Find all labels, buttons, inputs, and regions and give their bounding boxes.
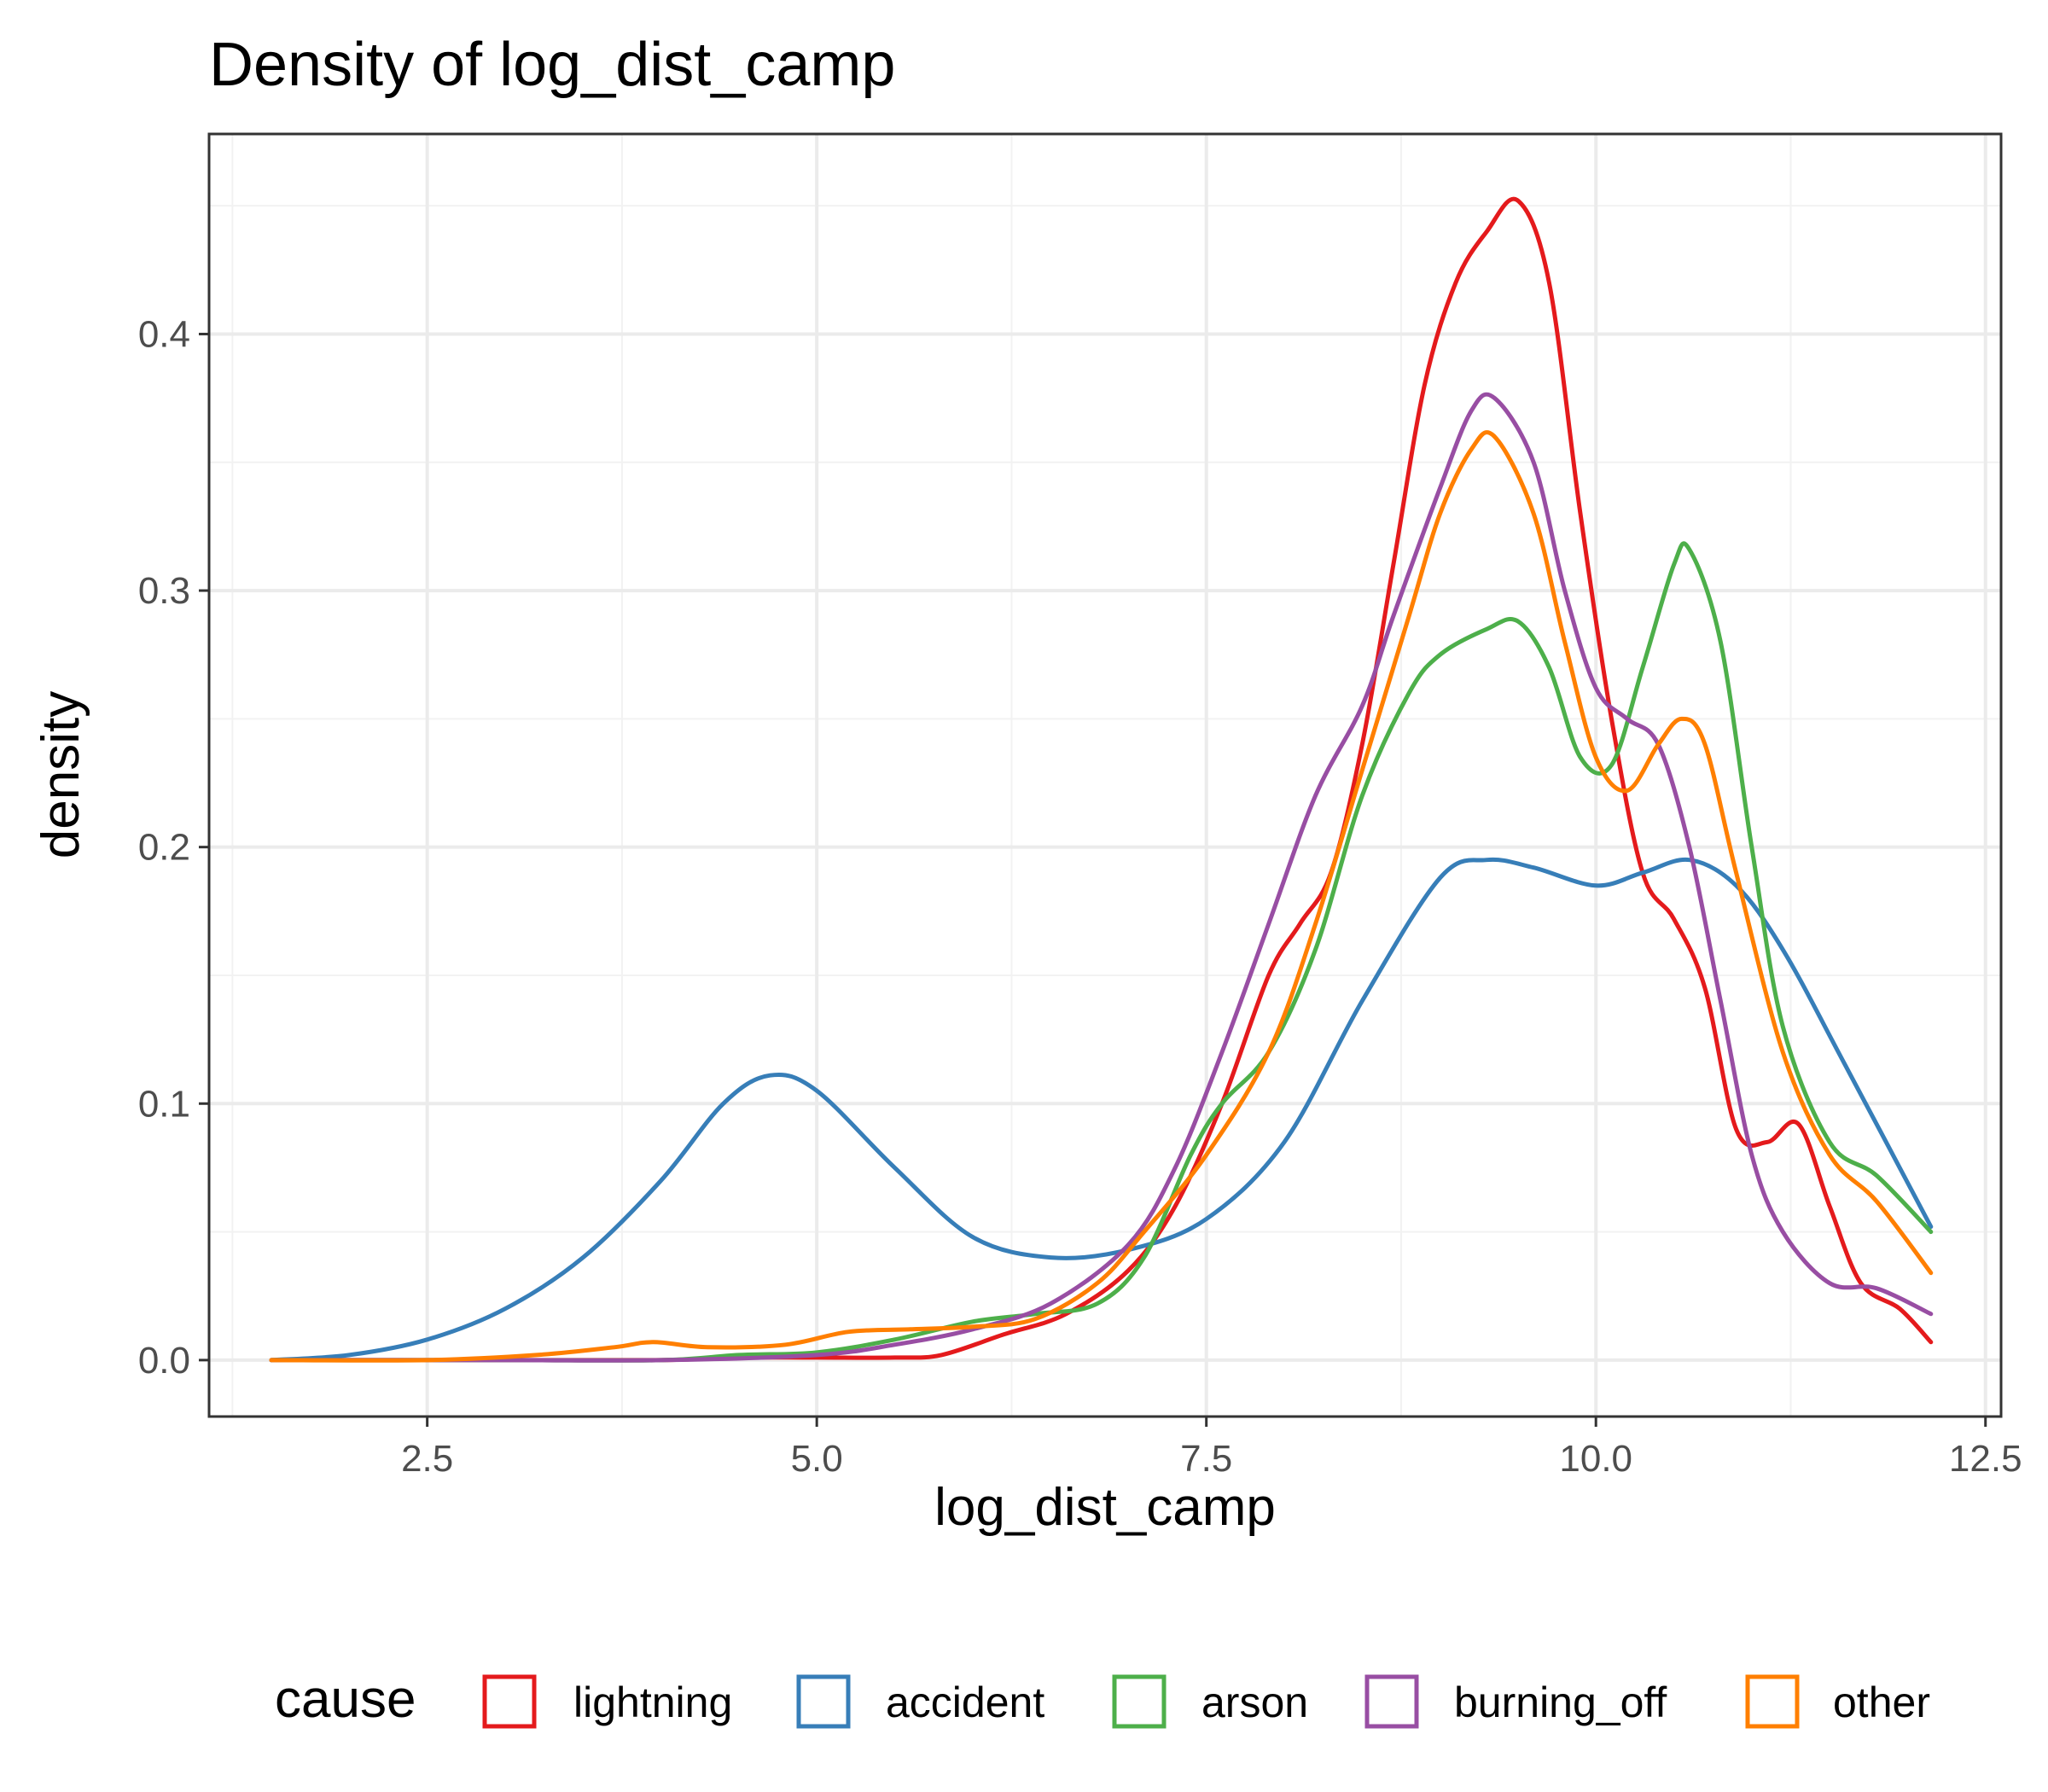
major-gridlines — [209, 134, 2001, 1417]
y-tick-label: 0.1 — [138, 1083, 190, 1125]
legend-key-lightning — [482, 1674, 537, 1729]
legend-key-accident — [796, 1674, 851, 1729]
x-tick-label: 7.5 — [1180, 1438, 1232, 1480]
legend-label-arson: arson — [1201, 1679, 1308, 1726]
y-tick-label: 0.2 — [138, 827, 190, 869]
legend-key-other — [1745, 1674, 1800, 1729]
legend-title: cause — [275, 1670, 416, 1729]
series-line-lightning — [269, 196, 1934, 1363]
density-series — [269, 196, 1934, 1363]
series-line-arson — [269, 541, 1934, 1363]
legend-label-accident: accident — [886, 1679, 1044, 1726]
legend: cause lightning accident arson burning_off o… — [275, 1670, 1930, 1729]
y-tick-label: 0.0 — [138, 1340, 190, 1382]
series-line-burning-off — [269, 392, 1934, 1363]
x-axis-title: log_dist_camp — [934, 1478, 1276, 1537]
x-tick-label: 10.0 — [1559, 1438, 1632, 1480]
legend-label-other: other — [1833, 1679, 1930, 1726]
legend-items: lightning accident arson burning_off other — [482, 1674, 1930, 1729]
x-tick-label: 5.0 — [791, 1438, 843, 1480]
y-axis-title: density — [32, 691, 90, 858]
y-axis: 0.0 0.1 0.2 0.3 0.4 — [138, 313, 209, 1382]
y-tick-label: 0.3 — [138, 570, 190, 612]
plot-panel-border — [207, 132, 2003, 1418]
series-line-other — [269, 430, 1934, 1363]
x-tick-label: 2.5 — [401, 1438, 453, 1480]
x-axis: 2.5 5.0 7.5 10.0 12.5 — [401, 1417, 2022, 1480]
legend-label-lightning: lightning — [573, 1679, 732, 1726]
legend-label-burning-off: burning_off — [1454, 1679, 1667, 1726]
series-line-accident — [269, 857, 1934, 1363]
legend-key-burning-off — [1364, 1674, 1419, 1729]
minor-gridlines — [209, 134, 2001, 1417]
chart-title: Density of log_dist_camp — [209, 31, 895, 99]
legend-key-arson — [1112, 1674, 1167, 1729]
x-tick-label: 12.5 — [1949, 1438, 2022, 1480]
y-tick-label: 0.4 — [138, 313, 190, 355]
